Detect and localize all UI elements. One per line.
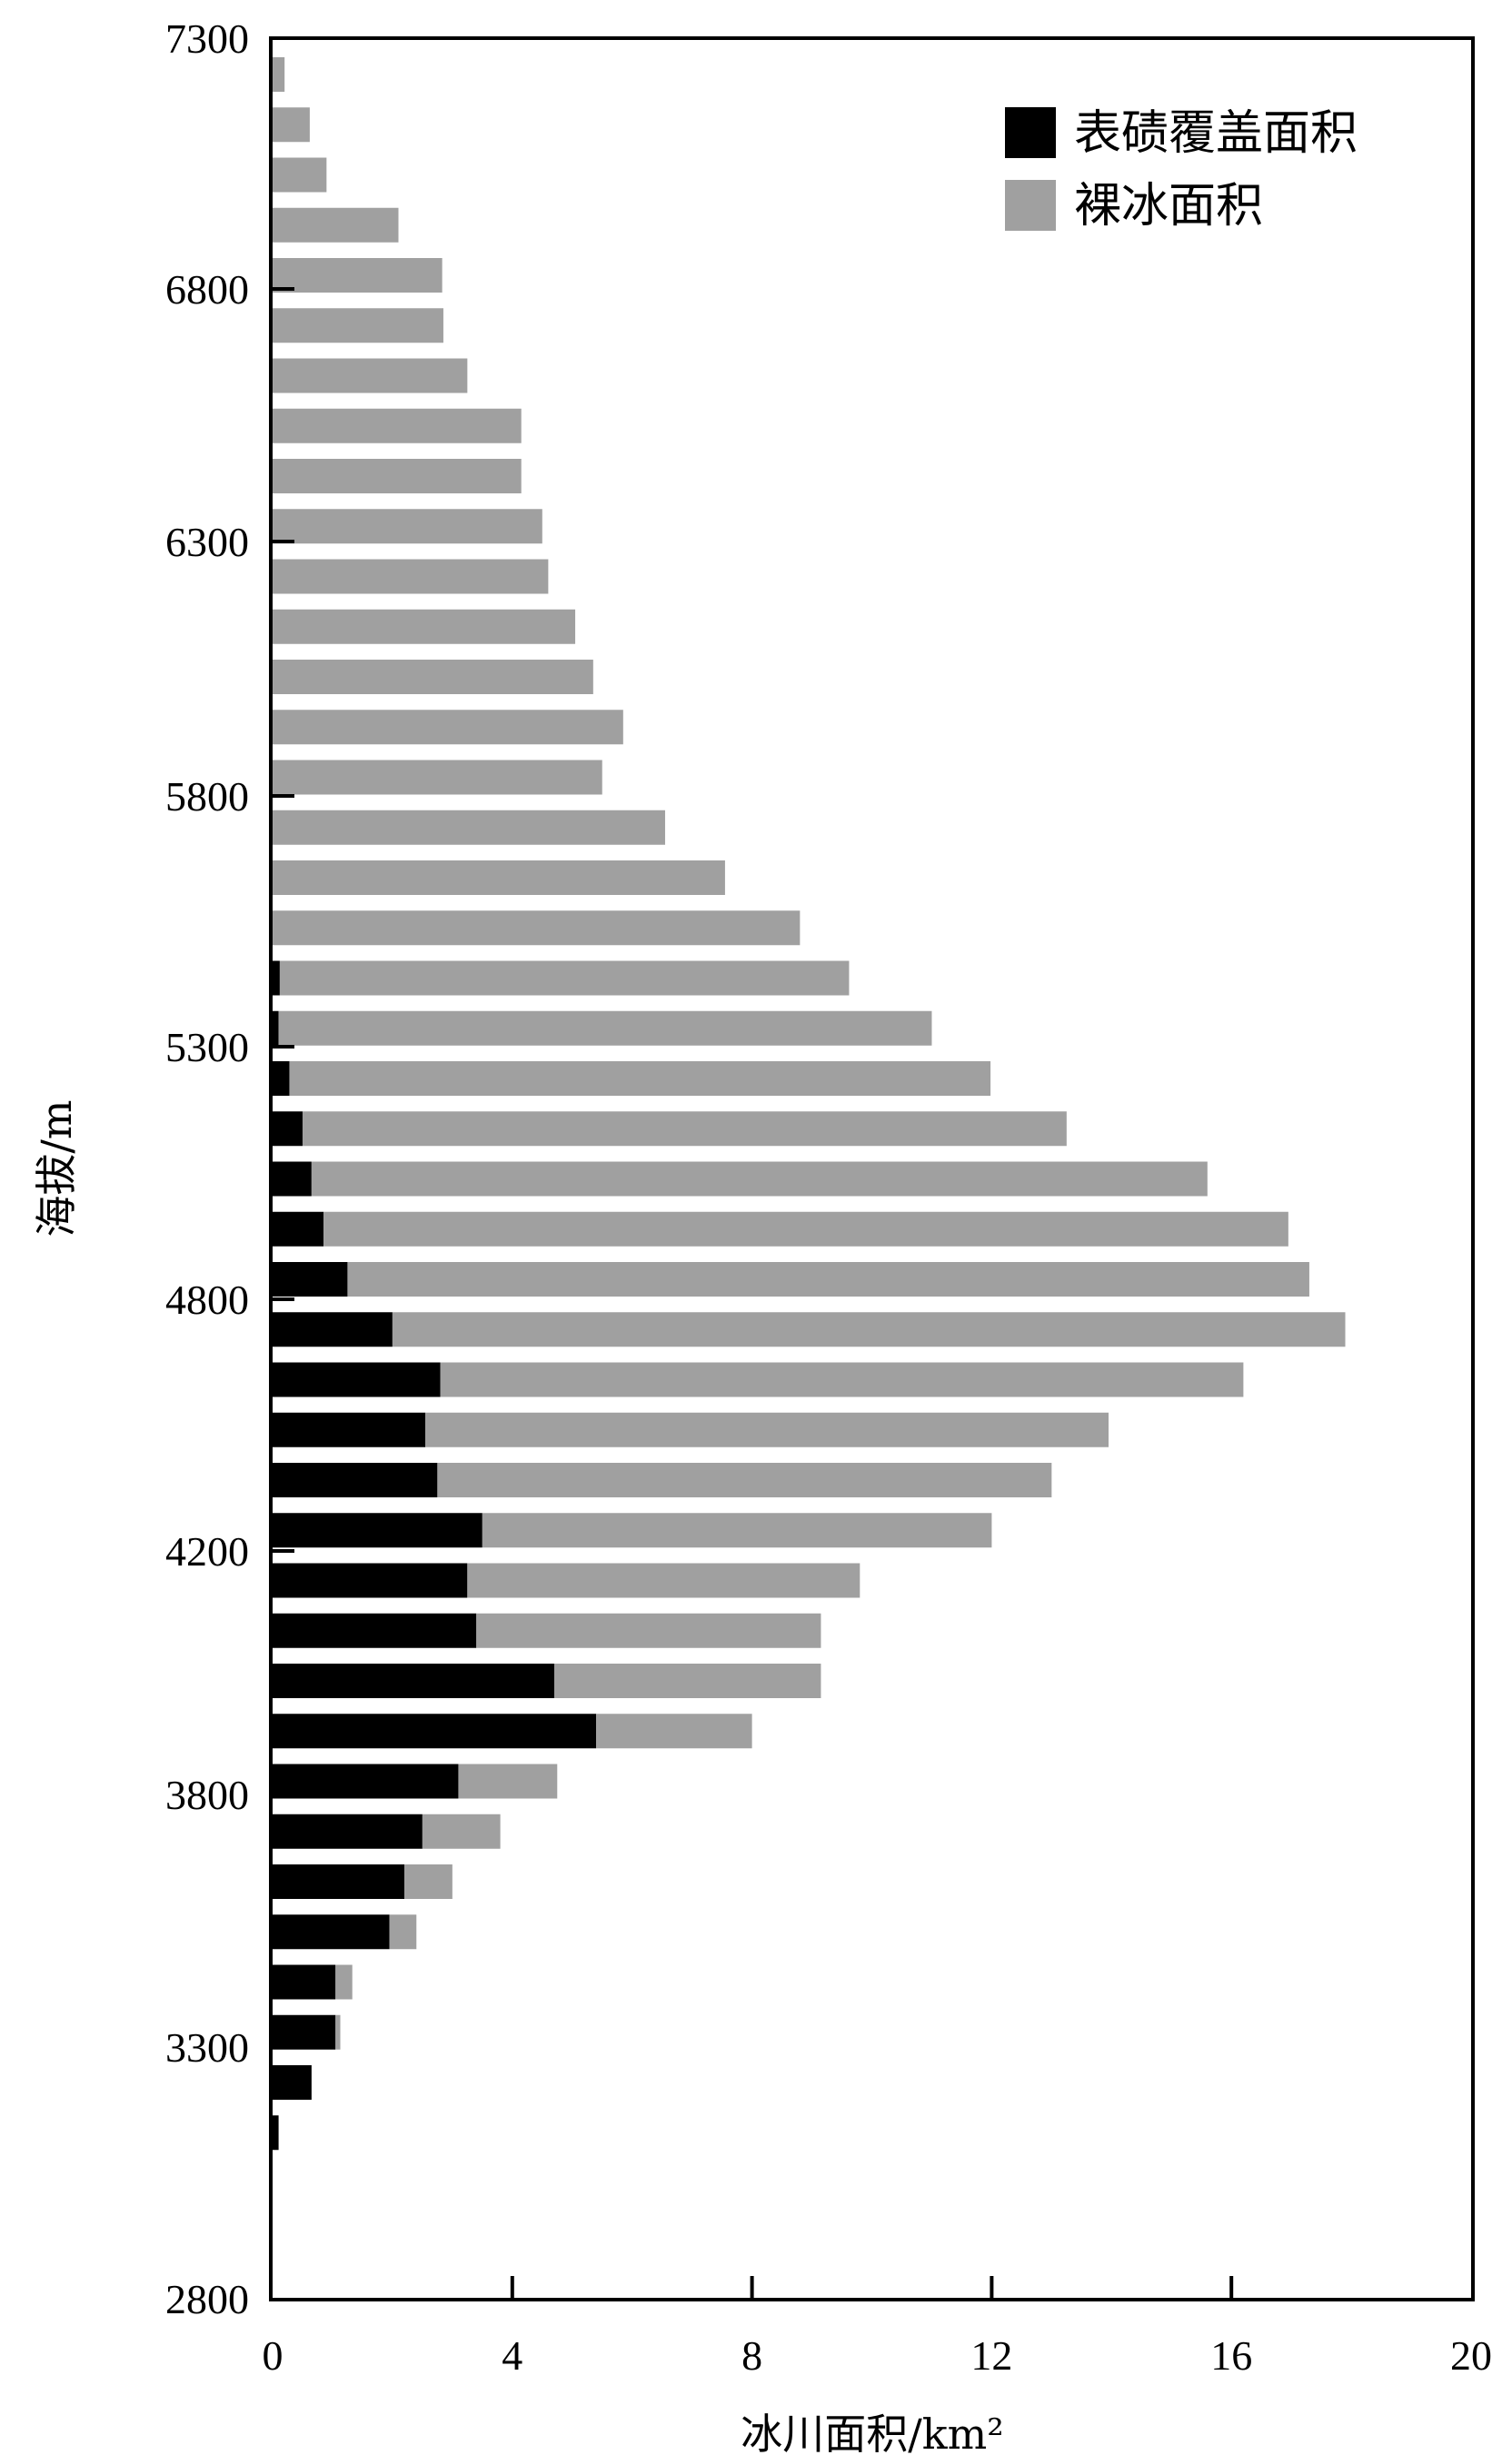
bar-ice-4600	[440, 1362, 1244, 1397]
x-axis-title: 冰川面积/km²	[741, 2410, 1003, 2455]
bar-ice-4700	[392, 1312, 1346, 1347]
bar-ice-7000	[273, 157, 327, 193]
bar-ice-5900	[273, 710, 623, 745]
bar-ice-4800	[347, 1262, 1309, 1297]
bar-ice-5200	[289, 1061, 991, 1096]
bar-debris-4700	[273, 1312, 393, 1347]
plot-frame	[269, 36, 1475, 2301]
x-tick-label-20: 20	[1450, 2332, 1492, 2379]
bar-debris-4300	[273, 1513, 482, 1548]
bar-debris-5100	[273, 1111, 303, 1147]
y-tick-label-5800: 5800	[165, 773, 249, 820]
bar-debris-3900	[273, 1714, 597, 1749]
bar-debris-3600	[273, 1864, 405, 1899]
bar-ice-4500	[425, 1412, 1109, 1447]
bar-ice-3400	[335, 1964, 353, 2000]
bar-ice-4400	[437, 1463, 1052, 1497]
y-tick-label-4200: 4200	[165, 1528, 249, 1575]
y-tick-label-4800: 4800	[165, 1277, 249, 1323]
bar-debris-3800	[273, 1764, 459, 1799]
bar-debris-4800	[273, 1262, 348, 1297]
bar-ice-5400	[279, 960, 850, 996]
bar-debris-3700	[273, 1814, 423, 1849]
bar-debris-4100	[273, 1613, 477, 1648]
bar-debris-4900	[273, 1211, 324, 1247]
bar-ice-6600	[273, 358, 468, 393]
bar-ice-5500	[273, 910, 801, 946]
legend-label-ice: 裸冰面积	[1074, 179, 1263, 234]
bar-ice-5100	[302, 1111, 1067, 1147]
bar-ice-6700	[273, 308, 443, 343]
bar-ice-6300	[273, 509, 542, 544]
y-tick-label-7300: 7300	[165, 15, 249, 62]
bar-ice-5300	[278, 1010, 932, 1046]
y-tick-label-5300: 5300	[165, 1024, 249, 1070]
bar-ice-3500	[389, 1914, 417, 1950]
legend-label-debris: 表碛覆盖面积	[1074, 106, 1358, 161]
legend-swatch-debris	[1005, 107, 1056, 158]
bar-ice-6200	[273, 559, 549, 594]
bar-ice-3600	[404, 1864, 453, 1899]
bar-ice-4300	[482, 1513, 992, 1548]
bar-ice-6900	[273, 207, 399, 243]
bar-ice-5800	[273, 760, 602, 795]
bar-debris-4400	[273, 1463, 438, 1497]
bar-debris-3400	[273, 1964, 336, 2000]
bar-debris-3500	[273, 1914, 390, 1950]
ticks-layer: 2800330038004200480053005800630068007300…	[165, 15, 1492, 2379]
bar-ice-5700	[273, 810, 665, 845]
legend: 表碛覆盖面积 裸冰面积	[1005, 106, 1358, 234]
x-tick-label-8: 8	[741, 2332, 762, 2379]
bars-layer	[273, 57, 1346, 2151]
bar-debris-4500	[273, 1412, 426, 1447]
bar-ice-7100	[273, 107, 310, 143]
bar-ice-3300	[335, 2014, 341, 2050]
bar-ice-6100	[273, 609, 576, 644]
x-tick-label-0: 0	[263, 2332, 284, 2379]
bar-ice-6400	[273, 459, 522, 493]
bar-debris-4600	[273, 1362, 441, 1397]
bar-ice-3800	[458, 1764, 558, 1799]
bar-ice-6500	[273, 408, 522, 443]
y-tick-label-6300: 6300	[165, 519, 249, 565]
y-axis-title: 海拔/m	[32, 1099, 81, 1237]
bar-ice-6800	[273, 258, 443, 293]
legend-swatch-ice	[1005, 180, 1056, 231]
bar-debris-5300	[273, 1010, 279, 1046]
bar-debris-3100	[273, 2115, 279, 2151]
x-tick-label-12: 12	[970, 2332, 1012, 2379]
bar-ice-4200	[467, 1563, 860, 1598]
y-tick-label-3800: 3800	[165, 1772, 249, 1818]
y-tick-label-3300: 3300	[165, 2024, 249, 2071]
bar-ice-4000	[553, 1664, 821, 1698]
bar-debris-3200	[273, 2065, 312, 2100]
bar-ice-5000	[311, 1161, 1208, 1197]
y-tick-label-6800: 6800	[165, 266, 249, 313]
bar-ice-3700	[422, 1814, 501, 1849]
bar-debris-5200	[273, 1061, 290, 1096]
bar-debris-4000	[273, 1664, 554, 1698]
bar-ice-4900	[323, 1211, 1288, 1247]
x-tick-label-16: 16	[1210, 2332, 1252, 2379]
y-tick-label-2800: 2800	[165, 2276, 249, 2322]
bar-ice-3900	[596, 1714, 752, 1749]
bar-debris-5000	[273, 1161, 312, 1197]
bar-ice-4100	[476, 1613, 821, 1648]
bar-ice-7200	[273, 57, 285, 92]
x-tick-label-4: 4	[502, 2332, 522, 2379]
bar-ice-6000	[273, 660, 593, 694]
bar-debris-3300	[273, 2014, 336, 2050]
bar-ice-5600	[273, 860, 725, 895]
bar-debris-4200	[273, 1563, 468, 1598]
bar-debris-5400	[273, 960, 280, 996]
